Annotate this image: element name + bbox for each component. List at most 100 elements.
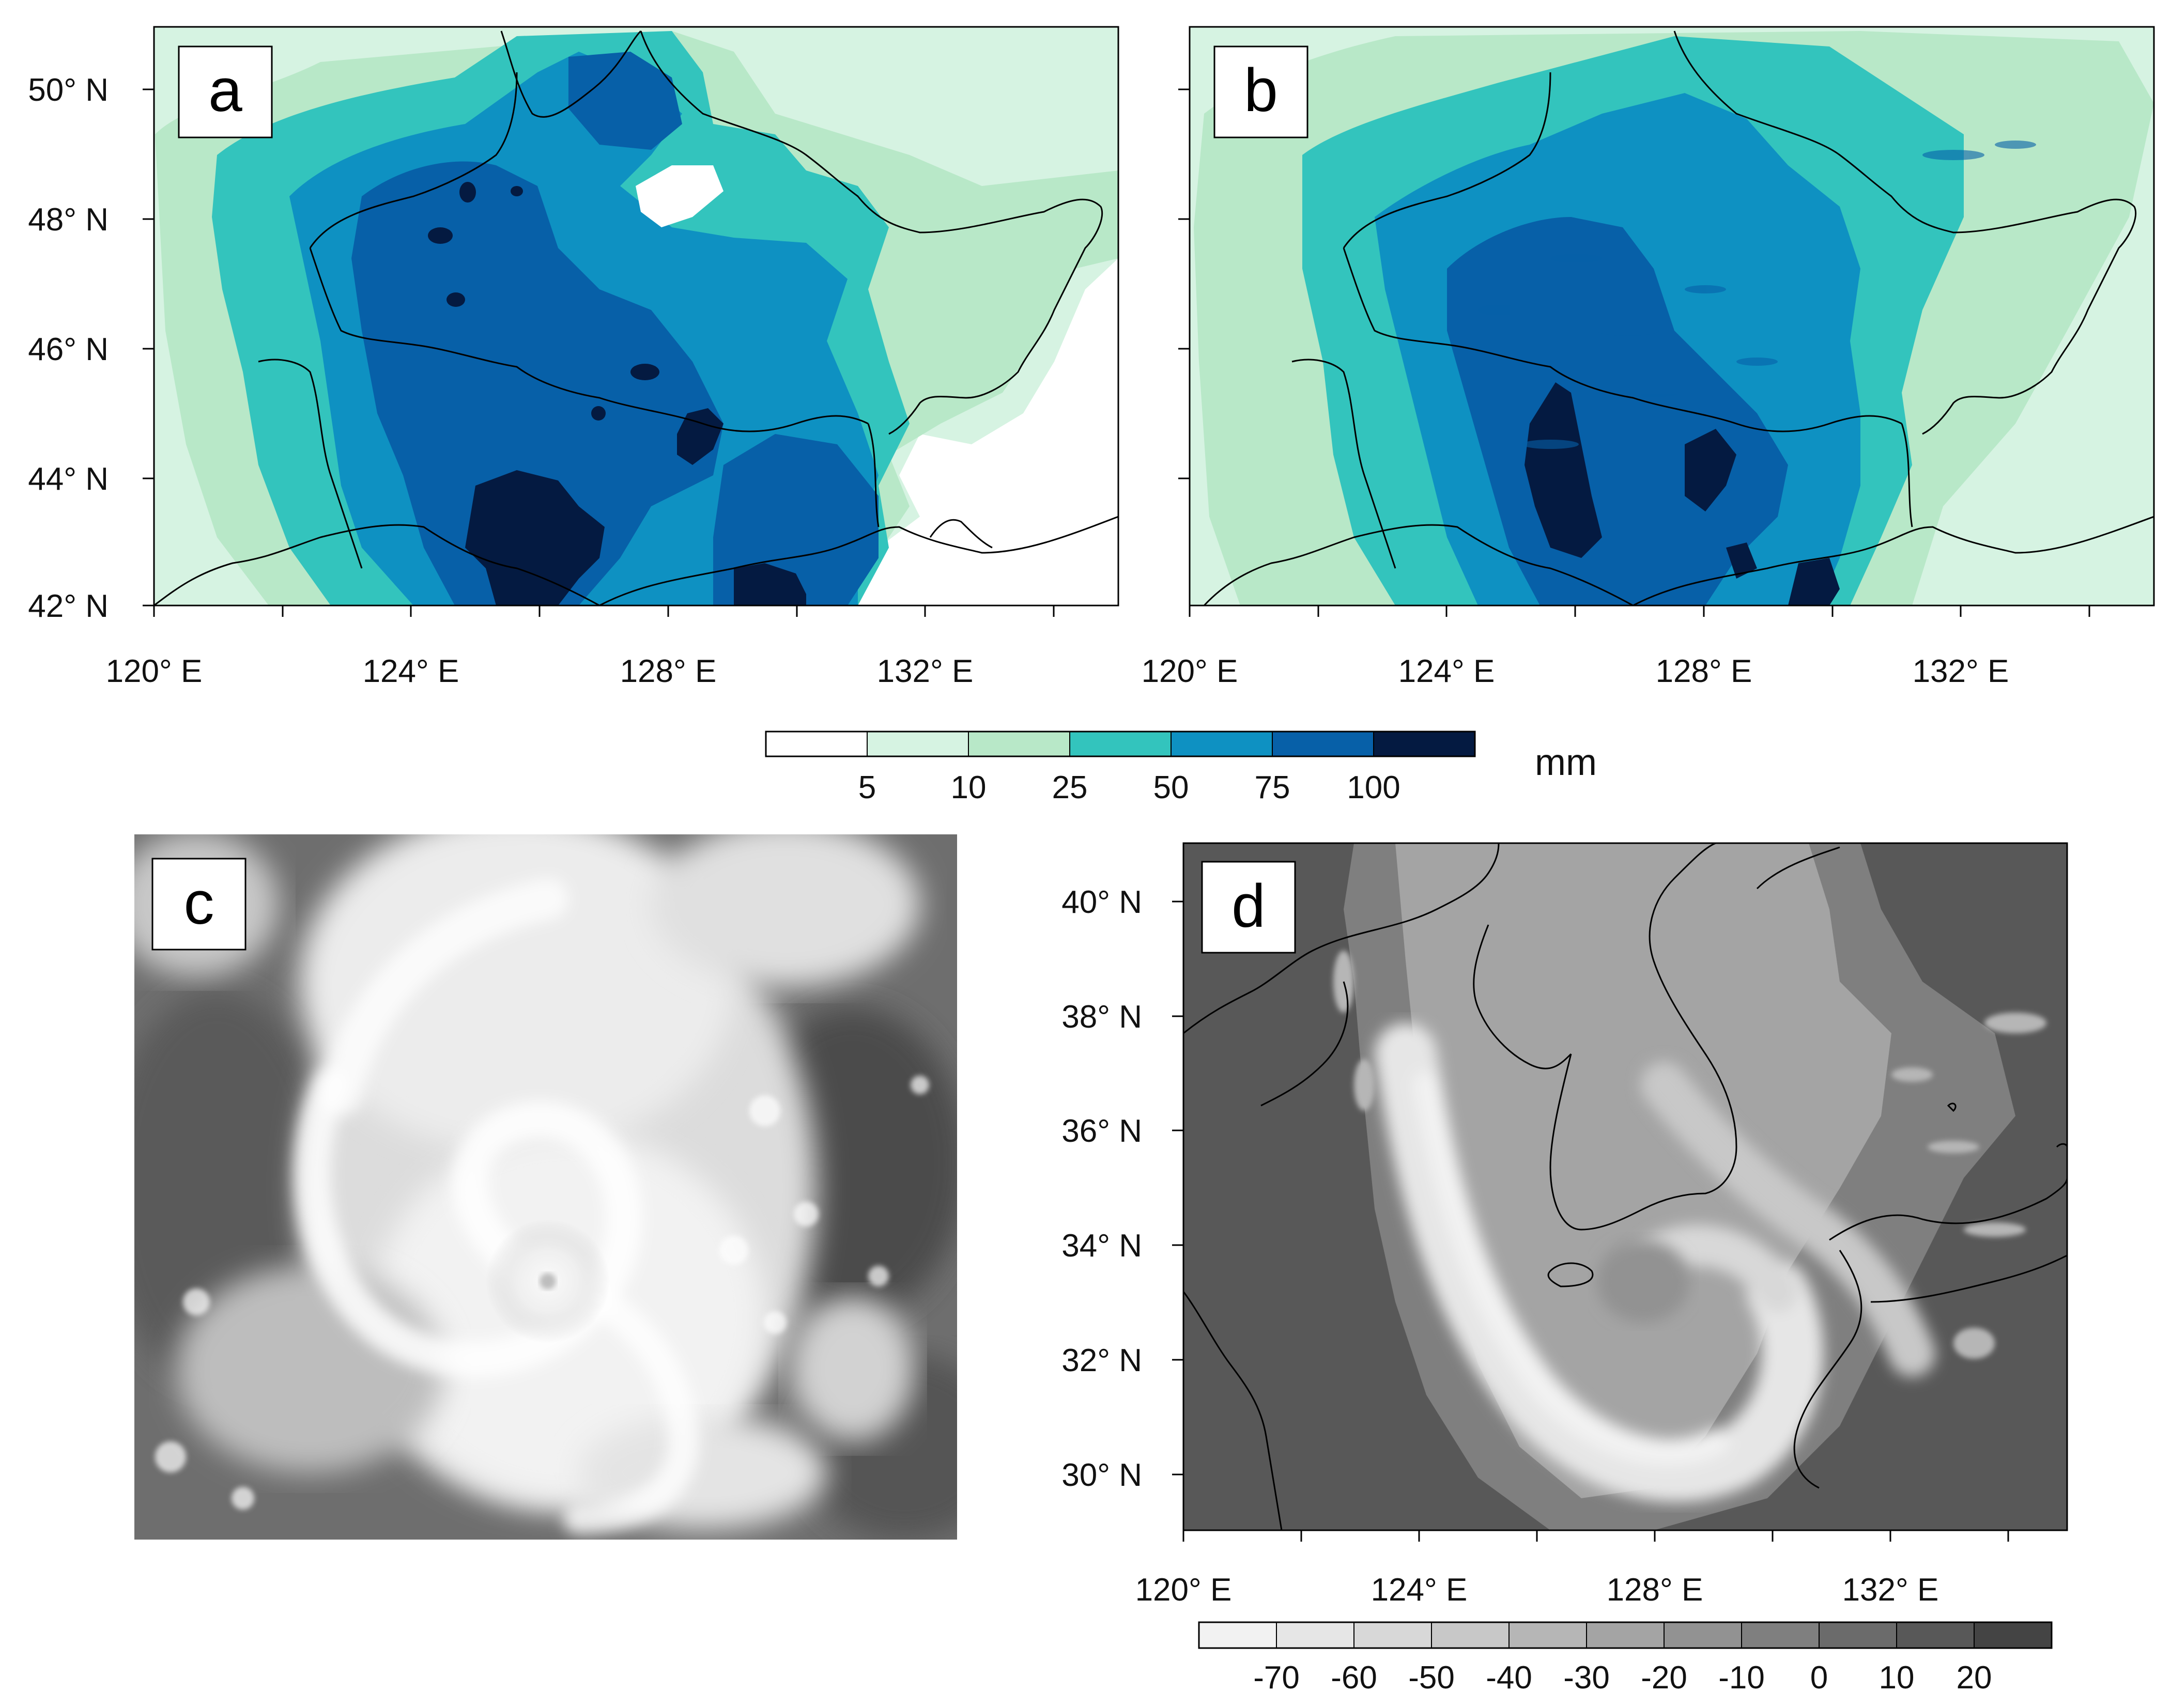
- panel-c-label-box: [151, 858, 247, 951]
- temp-colorbar-label-20: 20: [1957, 1660, 1992, 1696]
- panel-b-precip-field: [1190, 27, 2154, 605]
- temp-colorbar-label-m20: -20: [1641, 1660, 1687, 1696]
- precip-colorbar-label-50: 50: [1153, 770, 1189, 805]
- panel-d-lat-38: 38° N: [1061, 999, 1142, 1035]
- panel-b-lon-128: 128° E: [1656, 654, 1752, 689]
- precip-colorbar-swatch-1: [867, 731, 969, 757]
- temp-colorbar-swatch-2: [1353, 1622, 1432, 1649]
- temp-colorbar-frame: [1198, 1621, 2053, 1649]
- panel-d-coastlines: [1183, 843, 2067, 1530]
- precip-75-region-e: [713, 434, 879, 605]
- panel-d-lat-axis: [1172, 900, 1183, 1476]
- panel-b-lat-axis: [1178, 88, 1190, 479]
- precip-colorbar-swatches: [765, 731, 1475, 757]
- panel-b-lon-124: 124° E: [1398, 654, 1495, 689]
- panel-a-lat-50: 50° N: [28, 72, 109, 108]
- precip-colorbar-label-10: 10: [951, 770, 987, 805]
- panel-a-lon-128: 128° E: [620, 654, 717, 689]
- precip-100-blobs: [428, 182, 806, 605]
- panel-b-label: b: [1244, 56, 1278, 125]
- panel-b-label-box: [1213, 45, 1308, 138]
- precip-gap: [636, 165, 723, 227]
- precip-colorbar-label-100: 100: [1347, 770, 1400, 805]
- temp-colorbar-swatch-1: [1276, 1622, 1354, 1649]
- temp-colorbar-swatch-6: [1664, 1622, 1742, 1649]
- panel-a-label-box: [178, 45, 273, 138]
- precip-streaks-b: [1478, 141, 2036, 449]
- panel-a: a 50° N 48° N 46° N 44° N 42° N 120° E 1…: [28, 26, 1119, 689]
- temp-colorbar-swatch-4: [1508, 1622, 1587, 1649]
- panel-b-lon-132: 132° E: [1913, 654, 2009, 689]
- temp-colorbar-label-m40: -40: [1486, 1660, 1532, 1696]
- panel-d-lat-30: 30° N: [1061, 1457, 1142, 1493]
- panel-a-lon-axis: [153, 605, 1055, 617]
- precip-colorbar-swatch-4: [1171, 731, 1273, 757]
- temp-colorbar-swatch-8: [1819, 1622, 1897, 1649]
- temp-colorbar-swatch-3: [1431, 1622, 1510, 1649]
- panel-a-lon-120: 120° E: [106, 654, 203, 689]
- precip-75-region-n: [568, 52, 682, 150]
- panel-a-frame: [153, 26, 1119, 607]
- panel-d-frame: [1182, 842, 2068, 1531]
- precip-colorbar-swatch-6: [1373, 731, 1475, 757]
- panel-a-lat-48: 48° N: [28, 202, 109, 238]
- panel-b-borders: [1203, 30, 2154, 605]
- panel-d-lon-132: 132° E: [1842, 1572, 1939, 1608]
- precip-colorbar-swatch-5: [1272, 731, 1374, 757]
- panel-d-lat-32: 32° N: [1061, 1343, 1142, 1378]
- temp-colorbar-label-10: 10: [1879, 1660, 1915, 1696]
- precip-colorbar: 5 10 25 50 75 100 mm: [765, 731, 1597, 805]
- panel-d-lon-128: 128° E: [1607, 1572, 1703, 1608]
- panel-a-lat-46: 46° N: [28, 332, 109, 367]
- panel-d-lat-40: 40° N: [1061, 884, 1142, 920]
- panel-b: b 120° E 124° E 128° E 132° E: [1142, 26, 2155, 689]
- panel-a-lon-132: 132° E: [877, 654, 974, 689]
- panel-d-label-box: [1201, 861, 1296, 954]
- temp-colorbar-label-m70: -70: [1253, 1660, 1300, 1696]
- temp-colorbar-label-0: 0: [1810, 1660, 1828, 1696]
- panel-b-frame: [1189, 26, 2155, 607]
- precip-colorbar-unit: mm: [1535, 742, 1597, 783]
- precip-colorbar-label-75: 75: [1255, 770, 1290, 805]
- panel-a-lon-124: 124° E: [363, 654, 459, 689]
- precip-colorbar-frame: [765, 731, 1476, 757]
- temp-colorbar: -70 -60 -50 -40 -30 -20 -10 0 10 20: [1198, 1621, 2053, 1696]
- satellite-image: [134, 834, 957, 1540]
- temp-colorbar-label-m50: -50: [1408, 1660, 1455, 1696]
- panel-a-lat-axis: [143, 88, 154, 607]
- panel-d-lon-120: 120° E: [1135, 1572, 1232, 1608]
- temp-colorbar-swatch-5: [1586, 1622, 1665, 1649]
- precip-colorbar-label-25: 25: [1052, 770, 1088, 805]
- precip-colorbar-swatch-3: [1069, 731, 1172, 757]
- precip-colorbar-swatch-2: [968, 731, 1070, 757]
- panel-b-lon-axis: [1189, 605, 2090, 617]
- panel-a-lat-44: 44° N: [28, 461, 109, 497]
- panel-a-label: a: [208, 56, 242, 125]
- temp-colorbar-swatch-7: [1741, 1622, 1820, 1649]
- panel-d-lon-axis: [1182, 1530, 2009, 1542]
- temp-colorbar-swatches: [1198, 1622, 2052, 1649]
- temp-colorbar-swatch-0: [1198, 1622, 1277, 1649]
- panel-a-lat-42: 42° N: [28, 588, 109, 624]
- precip-colorbar-swatch-0: [765, 731, 868, 757]
- temp-colorbar-label-m10: -10: [1718, 1660, 1765, 1696]
- panel-c: c: [134, 834, 957, 1540]
- panel-d-label: d: [1231, 872, 1266, 940]
- panel-a-borders: [154, 30, 1118, 605]
- temp-colorbar-swatch-10: [1974, 1622, 2052, 1649]
- panel-d-lon-124: 124° E: [1371, 1572, 1468, 1608]
- panel-d-lat-34: 34° N: [1061, 1228, 1142, 1264]
- panel-b-lon-120: 120° E: [1142, 654, 1238, 689]
- precip-colorbar-label-5: 5: [858, 770, 876, 805]
- temp-colorbar-swatch-9: [1896, 1622, 1975, 1649]
- panel-d-temp-field: [1183, 843, 2067, 1530]
- panel-d-lat-36: 36° N: [1061, 1113, 1142, 1149]
- temp-colorbar-label-m60: -60: [1331, 1660, 1377, 1696]
- precip-100-blobs-b: [1525, 382, 1840, 605]
- precip-75-region: [351, 161, 723, 605]
- panel-c-label: c: [184, 869, 214, 937]
- panel-a-precip-field: [154, 27, 1118, 605]
- panel-d: d 40° N 38° N 36° N 34° N 32° N 30° N 12…: [1061, 842, 2068, 1608]
- temp-colorbar-label-m30: -30: [1563, 1660, 1610, 1696]
